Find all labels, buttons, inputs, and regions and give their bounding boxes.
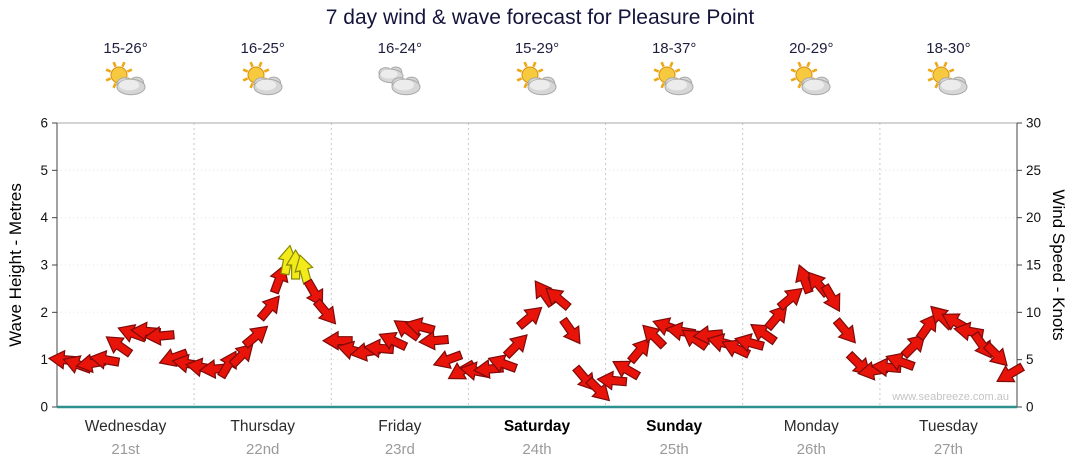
day-column-header: 18-37° [614, 40, 734, 101]
wind-arrow [820, 283, 841, 313]
day-column-header: 20-29° [751, 40, 871, 101]
wind-arrow [750, 323, 778, 346]
sun-cloud-icon [653, 61, 694, 96]
temp-range-label: 16-24° [377, 40, 423, 57]
svg-text:1: 1 [40, 352, 48, 367]
day-date-label: 22nd [246, 441, 280, 458]
temp-range-label: 16-25° [240, 40, 285, 57]
wind-arrow [900, 334, 926, 360]
wind-arrow [996, 362, 1026, 383]
wind-arrow [642, 324, 668, 350]
wind-arrow [404, 316, 436, 337]
wind-arrow [885, 352, 916, 372]
wind-arrow [89, 349, 121, 370]
day-name-label: Wednesday [84, 418, 167, 435]
wind-arrow [303, 278, 324, 308]
day-date-label: 23rd [384, 441, 415, 458]
wind-arrow [228, 343, 254, 369]
wind-arrow [626, 337, 651, 365]
day-separator-lines [193, 123, 881, 407]
day-axis-label: Monday 26th [743, 418, 880, 458]
svg-text:0: 0 [40, 400, 48, 415]
sun-cloud-icon [105, 61, 146, 96]
svg-text:5: 5 [1026, 352, 1034, 367]
day-axis-label: Tuesday 27th [880, 418, 1017, 458]
svg-text:0: 0 [1026, 400, 1034, 415]
wind-arrows [47, 244, 1026, 402]
day-axis-label: Thursday 22nd [194, 418, 331, 458]
day-name-label: Tuesday [918, 418, 978, 435]
day-axis-label: Saturday 24th [469, 418, 606, 458]
wind-arrow [378, 331, 409, 352]
wind-arrow [776, 287, 804, 312]
sun-cloud-icon [516, 61, 557, 96]
wind-arrow [612, 360, 642, 381]
page-title: 7 day wind & wave forecast for Pleasure … [325, 6, 755, 29]
temp-range-label: 18-37° [651, 40, 697, 57]
day-axis-label: Sunday 25th [606, 418, 743, 458]
svg-text:15: 15 [1026, 258, 1041, 273]
wind-arrow [515, 306, 543, 331]
left-axis-ticks: 0 1 2 3 4 5 6 [40, 116, 57, 415]
sun-cloud-icon [928, 61, 968, 96]
wind-arrow [105, 336, 134, 358]
sun-cloud-icon [790, 61, 831, 96]
day-name-label: Friday [378, 418, 422, 435]
day-column-header: 16-25° [203, 40, 323, 101]
svg-text:5: 5 [40, 163, 48, 178]
wind-arrow [764, 304, 788, 332]
temp-range-label: 18-30° [926, 40, 971, 57]
day-name-label: Thursday [230, 418, 296, 435]
wind-arrow [241, 325, 269, 349]
wind-arrow [559, 316, 581, 345]
right-axis-ticks: 0 5 10 15 20 25 30 [1017, 116, 1041, 415]
svg-text:20: 20 [1026, 210, 1041, 225]
wind-arrow [982, 341, 1008, 367]
day-name-label: Sunday [646, 418, 703, 435]
cloud-icon [378, 66, 421, 96]
sun-cloud-icon [242, 61, 283, 96]
wind-arrow [487, 354, 518, 374]
day-axis-label: Friday 23rd [331, 418, 468, 458]
day-date-label: 27th [933, 441, 964, 458]
svg-text:3: 3 [40, 258, 48, 273]
day-column-header: 18-30° [888, 40, 1008, 101]
svg-text:2: 2 [40, 305, 48, 320]
svg-text:25: 25 [1026, 163, 1041, 178]
wind-arrow [733, 333, 765, 353]
svg-text:10: 10 [1026, 305, 1041, 320]
day-date-label: 21st [111, 441, 140, 458]
temp-range-label: 15-29° [514, 40, 560, 57]
wind-arrow [545, 287, 572, 312]
wind-arrow [832, 317, 856, 344]
wind-arrow [596, 370, 628, 391]
day-axis-label: Wednesday 21st [57, 418, 194, 458]
wind-arrow [432, 350, 464, 369]
watermark: www.seabreeze.com.au [891, 391, 1009, 403]
day-name-label: Monday [783, 418, 839, 435]
temp-range-label: 15-26° [103, 40, 148, 57]
day-column-header: 15-29° [477, 40, 597, 101]
day-date-label: 25th [659, 441, 689, 458]
day-name-label: Saturday [503, 418, 571, 435]
svg-text:4: 4 [40, 210, 48, 225]
horizontal-gridlines [57, 169, 1017, 361]
svg-text:6: 6 [40, 116, 48, 131]
wind-arrow [585, 376, 611, 402]
wind-arrow [256, 295, 280, 322]
svg-text:30: 30 [1026, 116, 1041, 131]
wind-arrow [143, 325, 175, 346]
day-date-label: 26th [796, 441, 826, 458]
day-column-header: 16-24° [340, 40, 460, 101]
wind-arrow [502, 334, 528, 360]
day-date-label: 24th [522, 441, 552, 458]
day-column-header: 15-26° [66, 40, 186, 101]
wind-arrow [417, 330, 450, 351]
temp-range-label: 20-29° [789, 40, 834, 57]
wind-arrow [312, 298, 337, 325]
